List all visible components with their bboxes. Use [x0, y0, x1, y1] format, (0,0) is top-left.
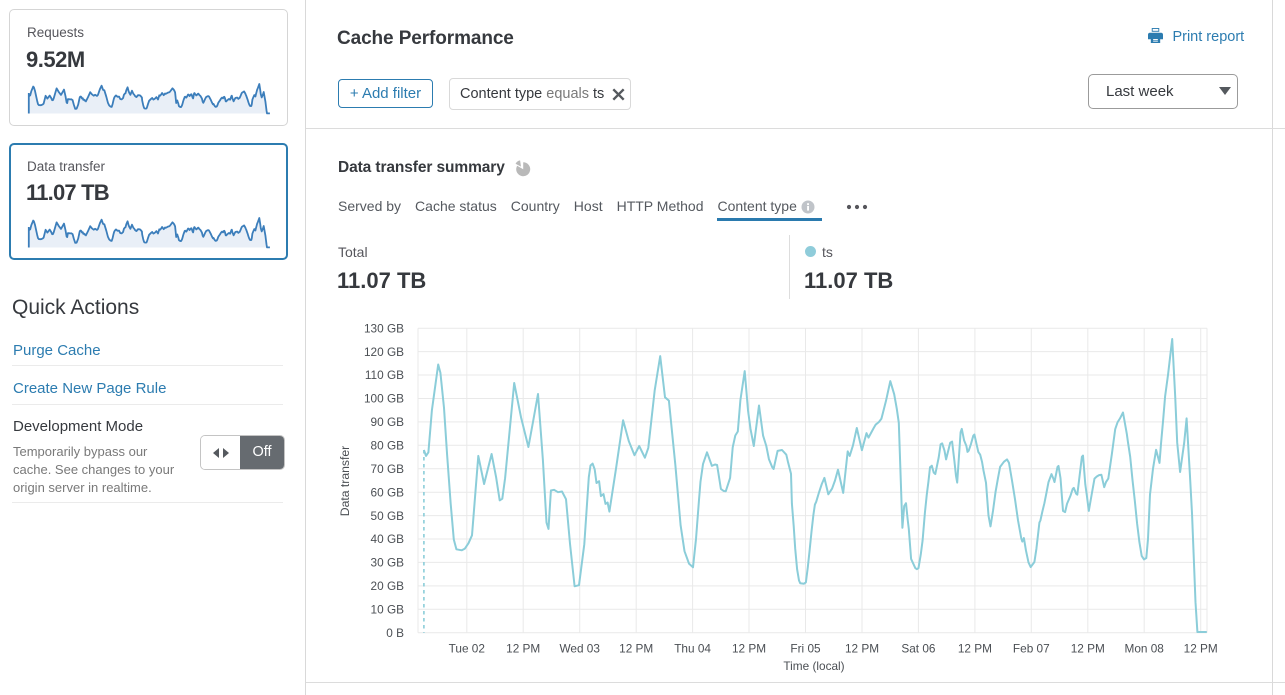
svg-text:60 GB: 60 GB: [371, 485, 405, 499]
svg-text:Thu 04: Thu 04: [674, 642, 711, 656]
svg-text:20 GB: 20 GB: [371, 579, 405, 593]
svg-text:110 GB: 110 GB: [365, 368, 404, 382]
svg-text:Mon 08: Mon 08: [1125, 642, 1165, 656]
svg-text:12 PM: 12 PM: [1071, 642, 1105, 656]
svg-text:80 GB: 80 GB: [371, 439, 405, 453]
svg-text:Wed 03: Wed 03: [559, 642, 600, 656]
svg-text:10 GB: 10 GB: [371, 603, 405, 617]
svg-text:Data transfer: Data transfer: [338, 446, 352, 516]
svg-text:12 PM: 12 PM: [1184, 642, 1218, 656]
svg-text:Sat 06: Sat 06: [901, 642, 936, 656]
svg-text:70 GB: 70 GB: [371, 462, 405, 476]
svg-text:Fri 05: Fri 05: [790, 642, 821, 656]
svg-text:12 PM: 12 PM: [958, 642, 992, 656]
svg-text:Tue 02: Tue 02: [449, 642, 485, 656]
svg-text:120 GB: 120 GB: [364, 345, 404, 359]
svg-text:12 PM: 12 PM: [619, 642, 653, 656]
svg-text:100 GB: 100 GB: [364, 392, 404, 406]
svg-text:130 GB: 130 GB: [364, 321, 404, 335]
svg-text:30 GB: 30 GB: [371, 556, 405, 570]
svg-text:12 PM: 12 PM: [506, 642, 540, 656]
svg-text:12 PM: 12 PM: [732, 642, 766, 656]
svg-text:50 GB: 50 GB: [371, 509, 405, 523]
svg-text:Feb 07: Feb 07: [1013, 642, 1050, 656]
svg-text:40 GB: 40 GB: [371, 532, 405, 546]
svg-text:0 B: 0 B: [386, 626, 404, 640]
svg-text:90 GB: 90 GB: [371, 415, 405, 429]
svg-text:12 PM: 12 PM: [845, 642, 879, 656]
svg-text:Time (local): Time (local): [783, 659, 844, 673]
